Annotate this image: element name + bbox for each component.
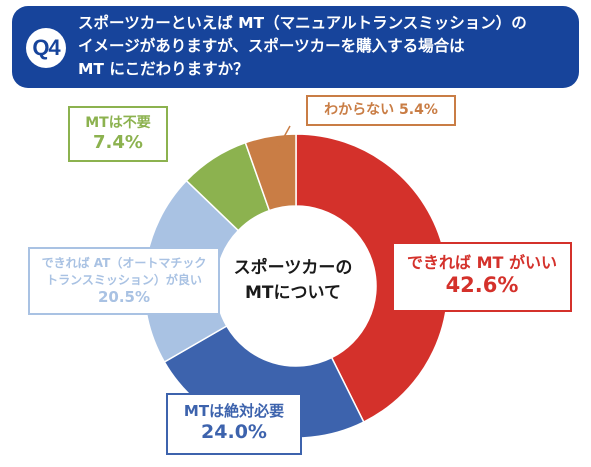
question-line-3: MT にこだわりますか？	[78, 60, 249, 78]
label-mt-required-name: MTは絶対必要	[183, 402, 285, 420]
leader-line-dont-know	[278, 125, 291, 147]
label-dont-know-value: 5.4%	[399, 102, 438, 118]
label-mt-required-value: 24.0%	[201, 421, 267, 443]
center-text-line-1: スポーツカーの	[233, 258, 353, 278]
label-dont-know-name: わからない	[324, 102, 395, 118]
label-prefer-at-name-line-2: トランスミッション）が良い	[46, 273, 202, 287]
label-mt-not-needed: MTは不要 7.4%	[68, 106, 168, 162]
chart-center-text: スポーツカーの MTについて	[218, 256, 368, 306]
center-text-line-2: MTについて	[244, 283, 341, 303]
slice-dont-know	[244, 133, 297, 212]
label-prefer-mt-value: 42.6%	[445, 273, 519, 297]
question-header: Q4 スポーツカーといえば MT（マニュアルトランスミッション）の イメージがあ…	[12, 6, 579, 88]
label-mt-not-needed-value: 7.4%	[93, 132, 143, 153]
label-prefer-mt-name: できれば MT がいい	[407, 253, 557, 272]
label-dont-know: わからない 5.4%	[306, 95, 456, 126]
label-mt-not-needed-name: MTは不要	[85, 115, 151, 131]
label-prefer-at-name-line-1: できれば AT（オートマチック	[41, 256, 207, 270]
question-line-2: イメージがありますが、スポーツカーを購入する場合は	[78, 37, 465, 55]
slice-prefer-mt	[295, 133, 449, 424]
label-prefer-at-value: 20.5%	[97, 288, 151, 306]
label-mt-required: MTは絶対必要 24.0%	[166, 393, 302, 455]
label-prefer-at: できれば AT（オートマチック トランスミッション）が良い 20.5%	[28, 247, 220, 315]
question-text: スポーツカーといえば MT（マニュアルトランスミッション）の イメージがあります…	[78, 12, 574, 81]
label-prefer-mt: できれば MT がいい 42.6%	[392, 242, 572, 312]
question-line-1: スポーツカーといえば MT（マニュアルトランスミッション）の	[78, 14, 527, 32]
question-number-badge: Q4	[26, 28, 66, 68]
